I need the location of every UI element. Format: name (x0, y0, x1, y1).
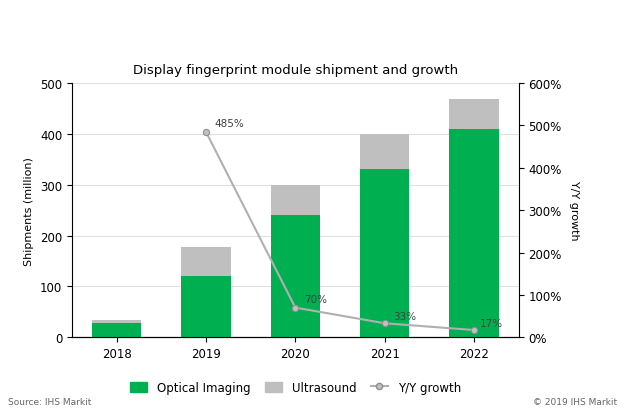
Bar (360, 135, 409, 170)
Bar (360, 170, 409, 337)
Text: 33%: 33% (393, 311, 416, 321)
Bar (181, 276, 231, 337)
Bar (449, 130, 499, 337)
Text: Source: IHS Markit: Source: IHS Markit (8, 397, 91, 406)
Bar (271, 216, 320, 337)
Bar (449, 100, 499, 130)
Legend: Optical Imaging, Ultrasound, Y/Y growth: Optical Imaging, Ultrasound, Y/Y growth (125, 376, 466, 399)
Text: 17%: 17% (479, 318, 502, 328)
Title: Display fingerprint module shipment and growth: Display fingerprint module shipment and … (132, 64, 458, 77)
Bar (92, 323, 141, 337)
Text: © 2019 IHS Markit: © 2019 IHS Markit (533, 397, 618, 406)
Bar (271, 185, 320, 216)
Text: 70%: 70% (304, 294, 327, 304)
Text: 485%: 485% (214, 119, 244, 129)
Y-axis label: Shipments (million): Shipments (million) (24, 156, 34, 265)
Text: Display fingerprint (FoD, fingerprint on display) market forecast: Display fingerprint (FoD, fingerprint on… (8, 13, 355, 23)
Y-axis label: Y/Y growth: Y/Y growth (569, 181, 579, 240)
Bar (181, 248, 231, 276)
Bar (92, 321, 141, 323)
